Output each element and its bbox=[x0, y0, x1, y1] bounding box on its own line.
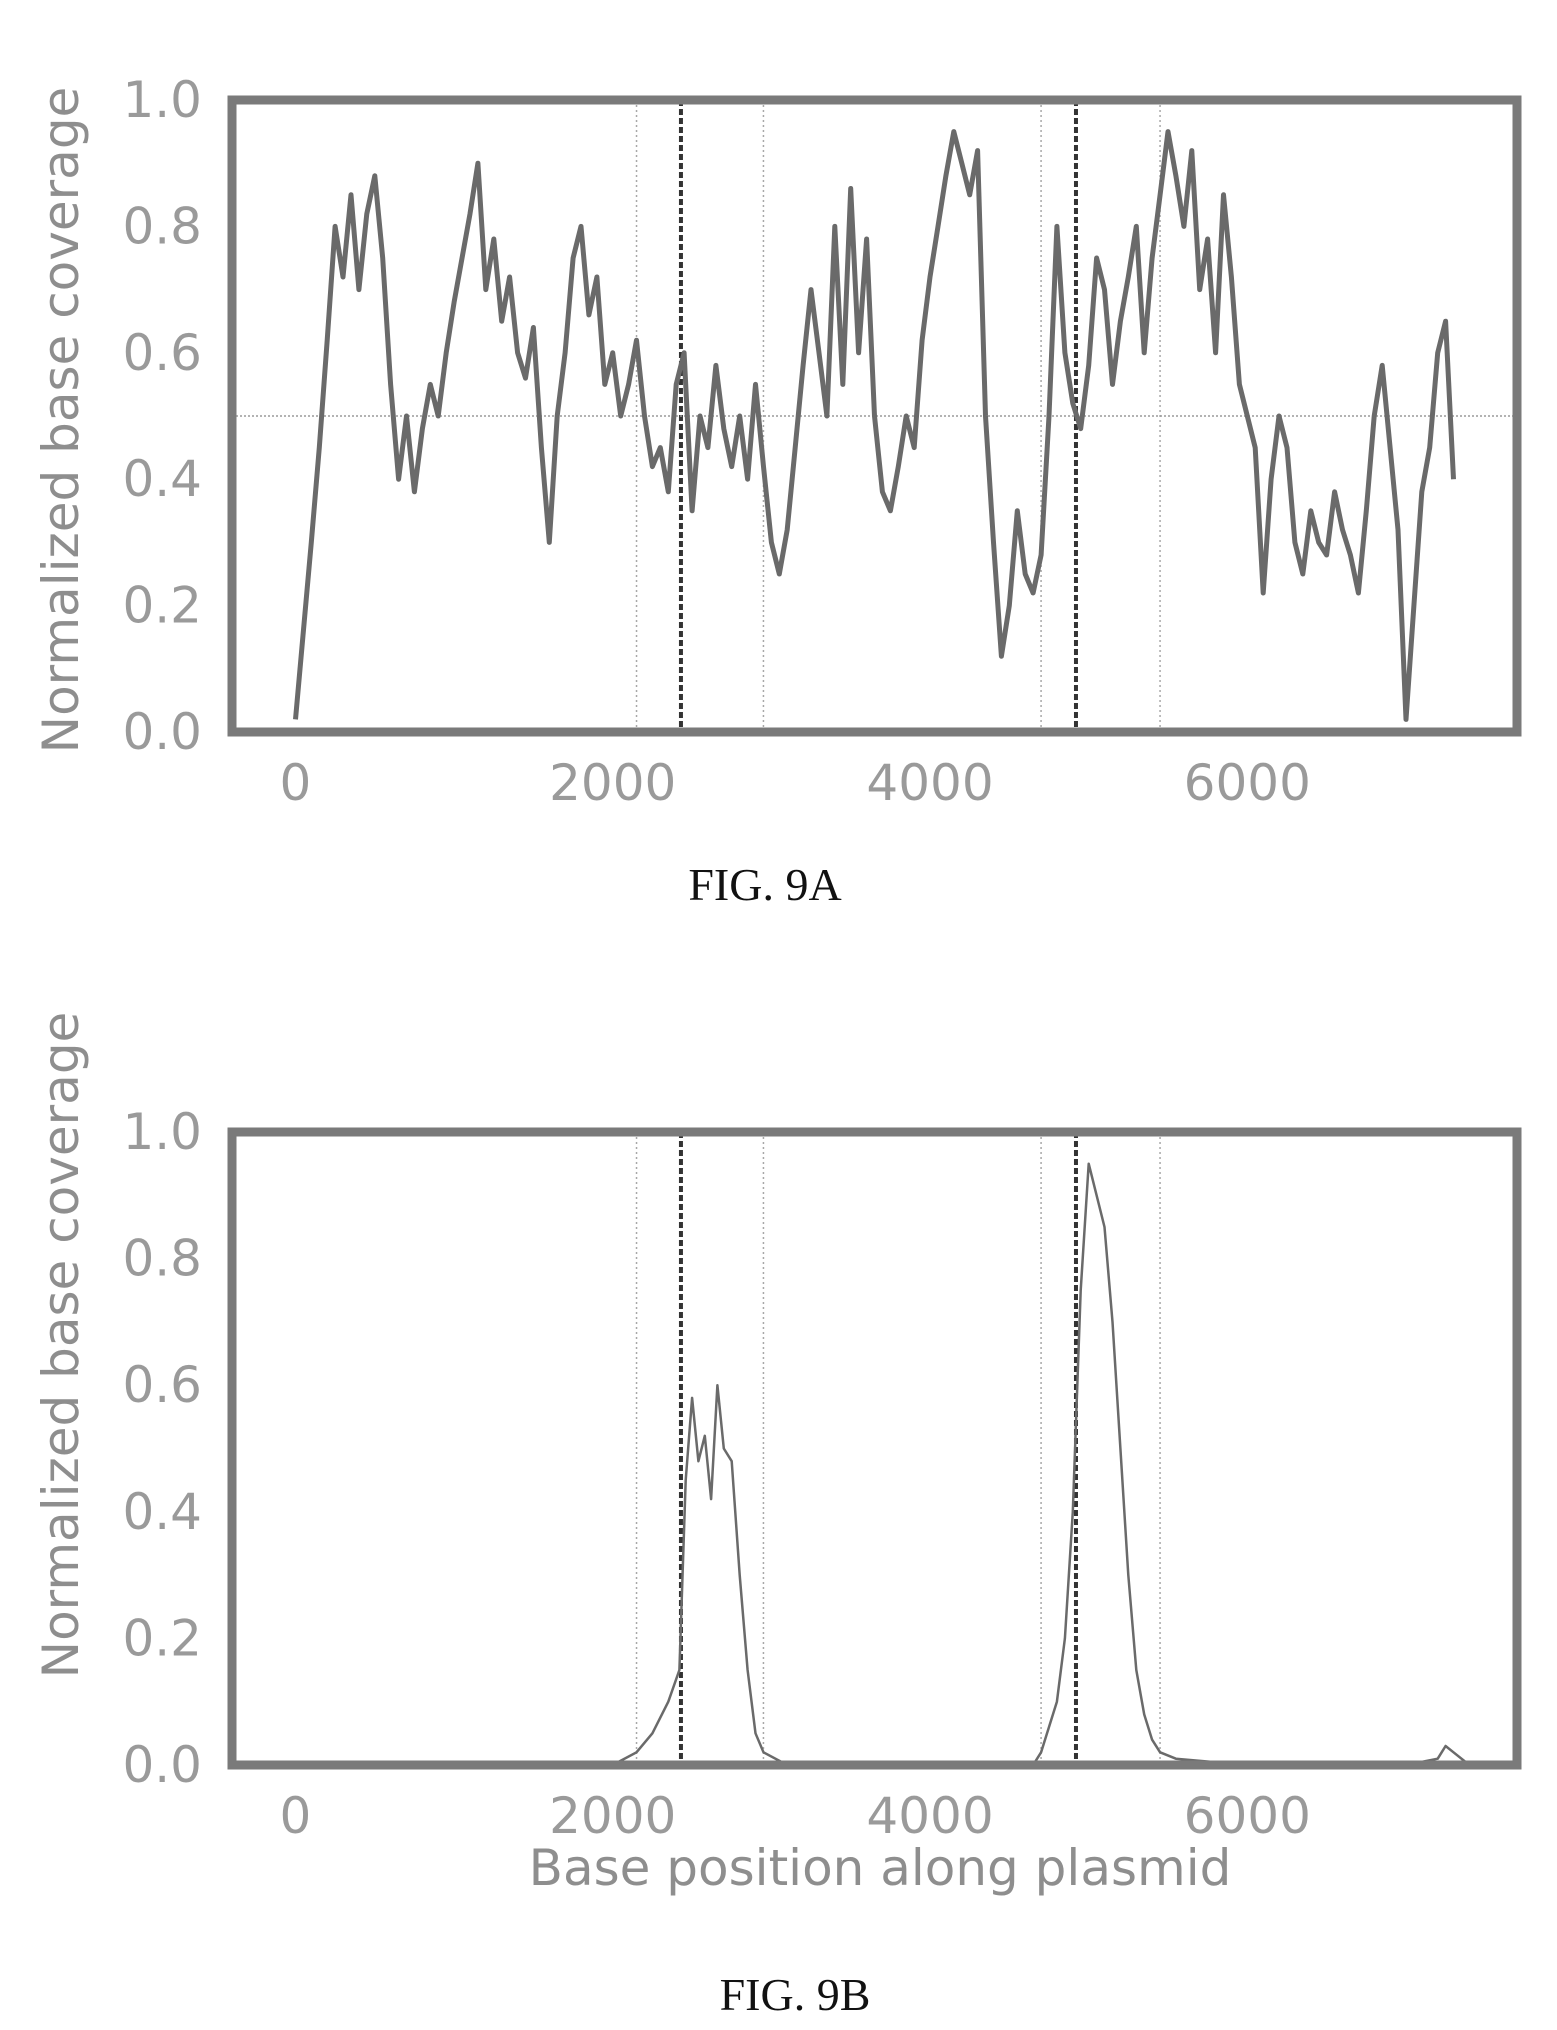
chart-9b-xtick-label: 2000 bbox=[549, 1787, 676, 1845]
chart-9a-ytick-label: 0.8 bbox=[122, 197, 202, 255]
chart-9a-caption: FIG. 9A bbox=[688, 859, 841, 910]
chart-9a-ytick-label: 0.6 bbox=[122, 324, 202, 382]
chart-9a: Normalized base coverage 0.0 0.2 0.4 0.6 0.8… bbox=[32, 71, 1522, 910]
chart-9a-ytick-label: 0.2 bbox=[122, 577, 202, 635]
chart-9b-yticks: 0.0 0.2 0.4 0.6 0.8 1.0 bbox=[122, 1103, 202, 1794]
chart-9a-ytick-label: 0.0 bbox=[122, 703, 202, 761]
chart-9a-xtick-label: 6000 bbox=[1184, 754, 1311, 812]
chart-9a-ytick-label: 0.4 bbox=[122, 450, 202, 508]
chart-9b-ytick-label: 0.6 bbox=[122, 1356, 202, 1414]
chart-9b-ytick-label: 1.0 bbox=[122, 1103, 202, 1161]
chart-9a-ytick-label: 1.0 bbox=[122, 71, 202, 129]
chart-9a-coverage-line bbox=[293, 129, 1456, 722]
chart-9b-xtick-label: 4000 bbox=[866, 1787, 993, 1845]
chart-9a-xtick-label: 2000 bbox=[549, 754, 676, 812]
chart-9b-caption: FIG. 9B bbox=[720, 1969, 871, 2020]
chart-9b-xtick-label: 6000 bbox=[1184, 1787, 1311, 1845]
chart-9a-frame bbox=[227, 95, 1522, 737]
chart-9b-frame bbox=[227, 1127, 1522, 1770]
chart-9b-xtick-label: 0 bbox=[280, 1787, 312, 1845]
chart-9b-ytick-label: 0.0 bbox=[122, 1736, 202, 1794]
chart-9b-ytick-label: 0.2 bbox=[122, 1609, 202, 1667]
chart-9a-yticks: 0.0 0.2 0.4 0.6 0.8 1.0 bbox=[122, 71, 202, 761]
chart-9b-coverage-line bbox=[295, 1162, 1471, 1767]
chart-9a-xtick-label: 4000 bbox=[866, 754, 993, 812]
chart-9b-xlabel: Base position along plasmid bbox=[529, 1839, 1232, 1897]
chart-9a-xtick-label: 0 bbox=[280, 754, 312, 812]
chart-9a-xticks: 0 2000 4000 6000 bbox=[280, 754, 1311, 812]
chart-9b-ytick-label: 0.4 bbox=[122, 1483, 202, 1541]
chart-9b-ytick-label: 0.8 bbox=[122, 1230, 202, 1288]
chart-9b: Normalized base coverage 0.0 0.2 0.4 0.6 0.8… bbox=[32, 1012, 1522, 2020]
chart-9a-ylabel: Normalized base coverage bbox=[32, 87, 90, 754]
chart-9b-ylabel: Normalized base coverage bbox=[32, 1012, 90, 1679]
chart-9b-xticks: 0 2000 4000 6000 bbox=[280, 1787, 1311, 1845]
